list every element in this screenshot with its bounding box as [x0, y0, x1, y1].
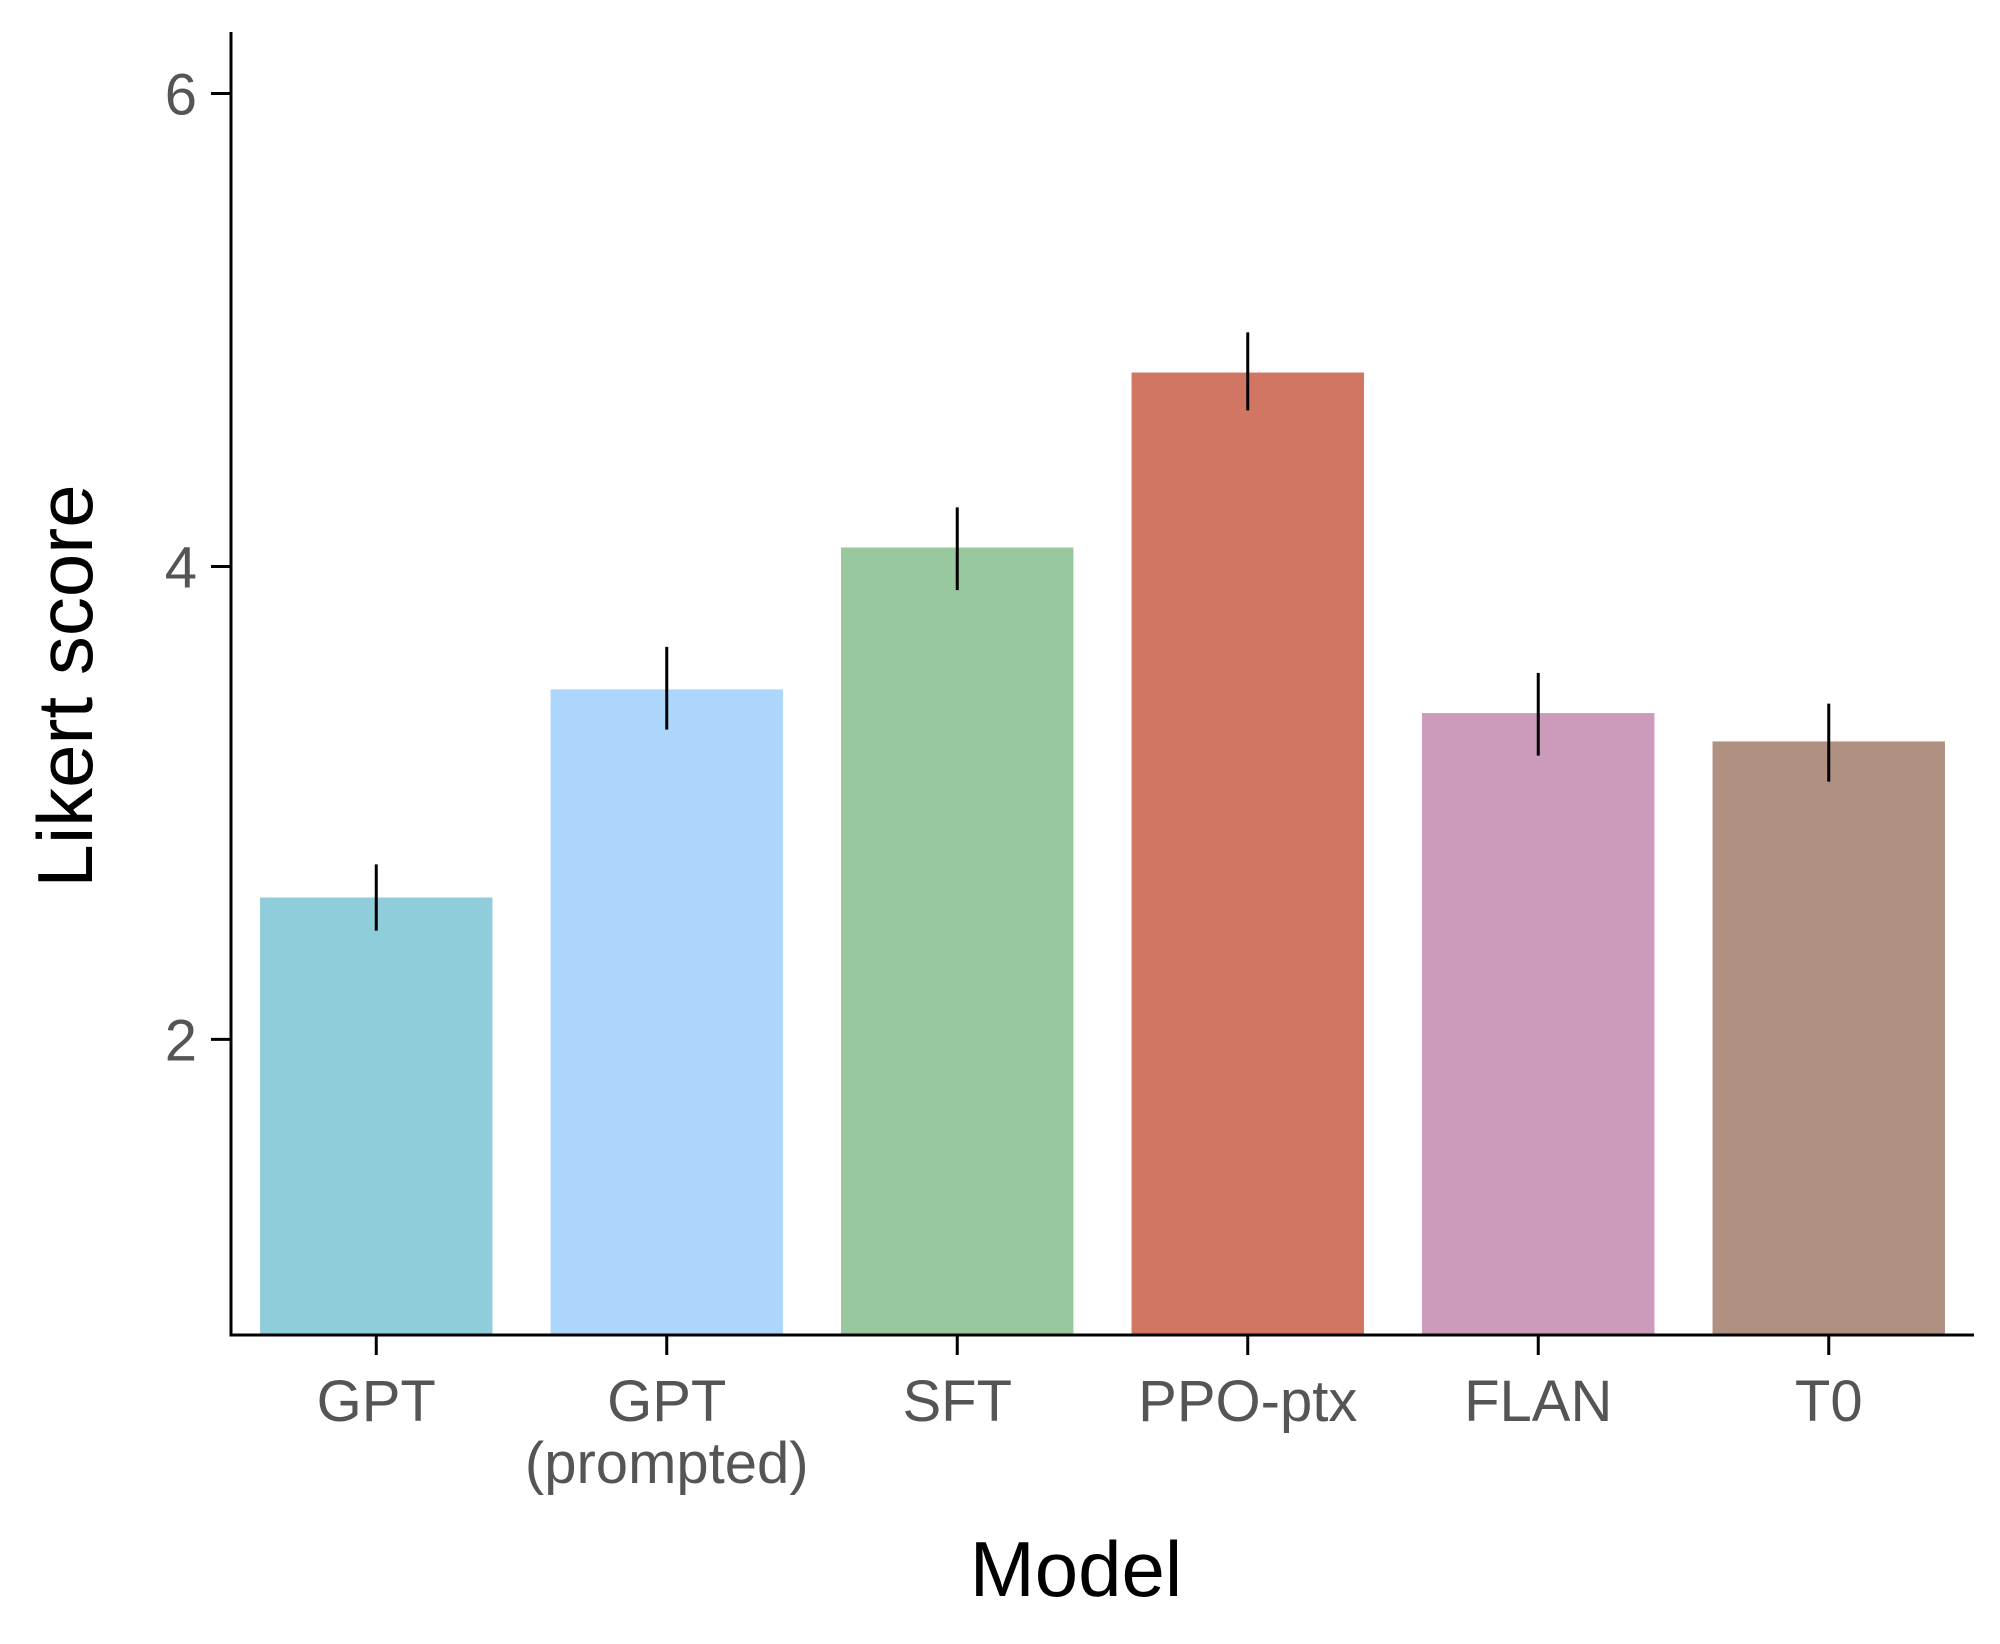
- error-bars: [374, 332, 1831, 931]
- x-tick-label: FLAN: [1464, 1369, 1612, 1434]
- x-tick-label-line2: (prompted): [525, 1431, 809, 1496]
- y-tick-label: 2: [165, 1008, 197, 1073]
- x-tick-label: T0: [1795, 1369, 1863, 1434]
- x-tick-label: GPT: [607, 1369, 726, 1434]
- x-axis-title: Model: [970, 1525, 1182, 1613]
- bar: [260, 897, 493, 1335]
- y-tick-label: 6: [165, 62, 197, 127]
- y-axis-title: Likert score: [21, 484, 109, 887]
- bar: [1131, 372, 1364, 1336]
- y-tick-label: 4: [165, 535, 197, 600]
- bar: [1422, 713, 1655, 1335]
- bars: [260, 372, 1945, 1336]
- x-tick-label: PPO-ptx: [1138, 1369, 1357, 1434]
- bar: [550, 689, 783, 1335]
- bar: [841, 547, 1074, 1335]
- x-tick-label: GPT: [317, 1369, 436, 1434]
- bar: [1712, 741, 1945, 1335]
- x-tick-label: SFT: [902, 1369, 1012, 1434]
